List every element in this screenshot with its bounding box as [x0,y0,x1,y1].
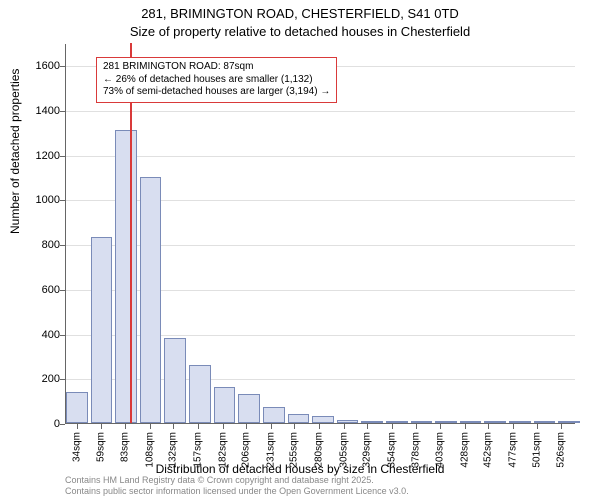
chart-title-line1: 281, BRIMINGTON ROAD, CHESTERFIELD, S41 … [0,6,600,21]
x-tick-mark [344,424,345,429]
y-tick-label: 200 [20,373,60,385]
histogram-bar [386,421,408,423]
footer-line1: Contains HM Land Registry data © Crown c… [65,475,409,486]
x-axis-label: Distribution of detached houses by size … [0,462,600,476]
x-tick-mark [294,424,295,429]
annotation-line: 281 BRIMINGTON ROAD: 87sqm [103,61,330,74]
histogram-bar [288,414,310,423]
y-tick-mark [60,335,65,336]
footer-line2: Contains public sector information licen… [65,486,409,497]
x-tick-mark [223,424,224,429]
annotation-line: ← 26% of detached houses are smaller (1,… [103,74,330,87]
histogram-bar [534,421,556,423]
histogram-bar [140,177,162,423]
grid-line [66,111,575,112]
x-tick-label: 83sqm [120,432,131,462]
histogram-bar [509,421,531,423]
x-tick-mark [392,424,393,429]
histogram-bar [91,237,113,423]
x-tick-label: 59sqm [96,432,107,462]
histogram-bar [189,365,211,423]
histogram-bar [164,338,186,423]
x-tick-mark [416,424,417,429]
y-tick-label: 800 [20,239,60,251]
x-tick-mark [440,424,441,429]
annotation-line: 73% of semi-detached houses are larger (… [103,86,330,99]
chart-container: 281, BRIMINGTON ROAD, CHESTERFIELD, S41 … [0,0,600,500]
x-tick-mark [246,424,247,429]
y-tick-label: 0 [20,418,60,430]
annotation-box: 281 BRIMINGTON ROAD: 87sqm← 26% of detac… [96,57,337,103]
y-tick-label: 1600 [20,60,60,72]
y-tick-mark [60,156,65,157]
histogram-bar [312,416,334,423]
chart-title-line2: Size of property relative to detached ho… [0,24,600,39]
histogram-bar [66,392,88,423]
histogram-bar [337,420,359,423]
histogram-bar [411,421,433,423]
histogram-bar [361,421,383,423]
x-tick-mark [150,424,151,429]
x-tick-mark [101,424,102,429]
grid-line [66,156,575,157]
histogram-bar [115,130,137,423]
y-tick-mark [60,66,65,67]
y-tick-label: 600 [20,284,60,296]
x-tick-mark [367,424,368,429]
x-tick-label: 34sqm [71,432,82,462]
y-tick-mark [60,245,65,246]
x-tick-mark [561,424,562,429]
y-tick-mark [60,290,65,291]
x-tick-mark [488,424,489,429]
x-tick-mark [319,424,320,429]
y-tick-mark [60,424,65,425]
y-tick-mark [60,111,65,112]
histogram-bar [263,407,285,423]
y-tick-label: 400 [20,329,60,341]
y-tick-label: 1400 [20,105,60,117]
x-tick-mark [271,424,272,429]
histogram-bar [558,421,580,423]
y-tick-label: 1200 [20,150,60,162]
x-tick-mark [198,424,199,429]
footer-attribution: Contains HM Land Registry data © Crown c… [65,475,409,497]
x-tick-mark [513,424,514,429]
x-tick-mark [77,424,78,429]
x-tick-mark [465,424,466,429]
y-tick-mark [60,200,65,201]
x-tick-mark [125,424,126,429]
y-tick-mark [60,379,65,380]
histogram-bar [238,394,260,423]
x-tick-mark [173,424,174,429]
histogram-bar [214,387,236,423]
histogram-bar [460,421,482,423]
x-tick-mark [537,424,538,429]
histogram-bar [435,421,457,423]
histogram-bar [484,421,506,423]
y-tick-label: 1000 [20,194,60,206]
